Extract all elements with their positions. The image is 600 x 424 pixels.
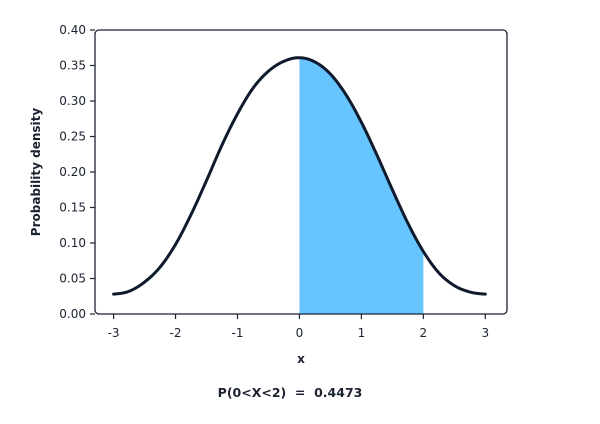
y-tick-label: 0.10 bbox=[59, 236, 86, 250]
x-tick-label: -1 bbox=[232, 326, 244, 340]
x-tick-label: 1 bbox=[358, 326, 366, 340]
probability-annotation: P(0<X<2) = 0.4473 bbox=[218, 385, 363, 400]
y-tick-label: 0.00 bbox=[59, 307, 86, 321]
y-tick-label: 0.05 bbox=[59, 272, 86, 286]
y-tick-label: 0.15 bbox=[59, 201, 86, 215]
y-axis-title: Probability density bbox=[29, 108, 43, 237]
y-tick-label: 0.40 bbox=[59, 23, 86, 37]
x-tick-label: 2 bbox=[420, 326, 428, 340]
x-axis: -3 -2 -1 0 1 2 3 bbox=[108, 314, 489, 340]
shaded-probability-area bbox=[299, 57, 424, 314]
x-tick-label: -2 bbox=[170, 326, 182, 340]
y-tick-label: 0.20 bbox=[59, 165, 86, 179]
y-tick-label: 0.30 bbox=[59, 94, 86, 108]
x-axis-title: x bbox=[297, 352, 305, 366]
y-axis: 0.00 0.05 0.10 0.15 0.20 0.25 0.30 0.35 0.40 bbox=[59, 23, 95, 321]
density-curve bbox=[112, 56, 487, 296]
y-tick-label: 0.25 bbox=[59, 130, 86, 144]
density-curve-layer bbox=[112, 56, 487, 296]
y-tick-label: 0.35 bbox=[59, 59, 86, 73]
shaded-area-layer bbox=[299, 57, 424, 314]
x-tick-label: 3 bbox=[481, 326, 489, 340]
x-tick-label: 0 bbox=[296, 326, 304, 340]
x-tick-label: -3 bbox=[108, 326, 120, 340]
